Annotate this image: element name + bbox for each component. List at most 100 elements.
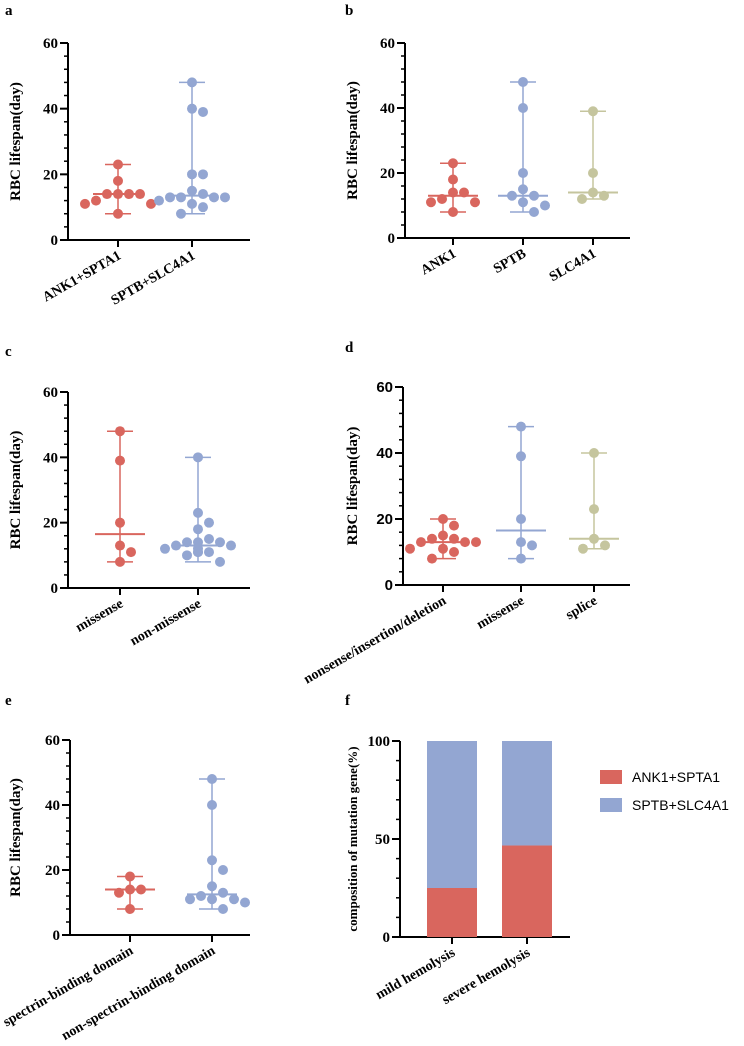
data-point bbox=[113, 175, 123, 186]
legend-label: ANK1+SPTA1 bbox=[632, 769, 720, 785]
data-point bbox=[154, 195, 164, 206]
panel-e: e 0 20 40 60 RBC lifespan(day) spectrin-bindin… bbox=[1, 693, 250, 1044]
y-tick-label: 0 bbox=[383, 930, 391, 946]
data-point bbox=[115, 455, 125, 466]
data-point bbox=[516, 451, 526, 462]
x-tick-label: nonsense/insertion/deletion bbox=[301, 593, 449, 687]
data-point bbox=[599, 190, 609, 201]
data-point bbox=[588, 168, 598, 178]
y-axis-title: RBC lifespan(day) bbox=[8, 431, 24, 550]
y-tick-label: 20 bbox=[380, 166, 395, 182]
data-point bbox=[207, 800, 217, 810]
data-point bbox=[449, 547, 459, 557]
series-spectrin-binding domain bbox=[105, 871, 155, 914]
y-axis-title: RBC lifespan(day) bbox=[345, 427, 361, 546]
bar-segment bbox=[427, 888, 477, 937]
data-point bbox=[226, 540, 236, 551]
series-SPTB+SLC4A1 bbox=[154, 77, 230, 219]
panel-label: a bbox=[5, 3, 13, 19]
data-point bbox=[187, 185, 197, 196]
data-point bbox=[518, 184, 528, 195]
y-axis-title: RBC lifespan(day) bbox=[8, 82, 24, 201]
x-tick-label: SPTB+SLC4A1 bbox=[109, 248, 198, 308]
y-tick-label: 40 bbox=[43, 102, 58, 118]
data-point bbox=[114, 887, 124, 898]
series-SPTB bbox=[498, 77, 550, 217]
data-point bbox=[207, 894, 217, 905]
data-point bbox=[529, 190, 539, 201]
data-point bbox=[449, 520, 459, 531]
data-point bbox=[171, 540, 181, 551]
y-tick-label: 0 bbox=[53, 928, 61, 944]
y-tick-label: 40 bbox=[376, 445, 393, 462]
data-point bbox=[516, 514, 526, 524]
data-point bbox=[240, 897, 250, 908]
data-point bbox=[204, 547, 214, 558]
data-point bbox=[437, 194, 447, 204]
y-axis-title: RBC lifespan(day) bbox=[8, 778, 24, 897]
data-point bbox=[448, 174, 458, 185]
data-point bbox=[471, 537, 481, 548]
series-splice bbox=[569, 448, 619, 554]
data-point bbox=[470, 197, 480, 208]
series-non-missense bbox=[160, 452, 236, 567]
x-tick-label: non-spectrin-binding domain bbox=[59, 943, 218, 1043]
data-point bbox=[518, 77, 528, 87]
data-point bbox=[459, 187, 469, 198]
data-point bbox=[438, 530, 448, 541]
data-point bbox=[426, 197, 436, 208]
data-point bbox=[516, 553, 526, 564]
data-point bbox=[187, 103, 197, 114]
data-point bbox=[207, 855, 217, 866]
data-point bbox=[427, 533, 437, 544]
data-point bbox=[135, 189, 145, 200]
y-tick-label: 60 bbox=[380, 36, 395, 52]
series-ANK1+SPTA1 bbox=[80, 159, 156, 219]
data-point bbox=[113, 189, 123, 200]
x-tick-label: splice bbox=[564, 593, 600, 623]
data-point bbox=[146, 198, 156, 209]
x-tick-label: non-missense bbox=[128, 596, 204, 649]
data-point bbox=[209, 192, 219, 203]
data-point bbox=[578, 543, 588, 554]
x-tick-label: SLC4A1 bbox=[547, 246, 599, 285]
data-point bbox=[518, 168, 528, 178]
y-tick-label: 60 bbox=[43, 36, 58, 52]
panel-c: c 0 20 40 60 RBC lifespan(day) missense non-mis… bbox=[5, 344, 250, 649]
data-point bbox=[589, 533, 599, 544]
y-tick-label: 60 bbox=[376, 379, 393, 396]
data-point bbox=[218, 887, 228, 898]
data-point bbox=[193, 524, 203, 535]
data-point bbox=[229, 894, 239, 905]
data-point bbox=[113, 208, 123, 219]
legend-swatch bbox=[600, 770, 622, 784]
data-point bbox=[527, 540, 537, 551]
legend-swatch bbox=[600, 798, 622, 812]
data-point bbox=[125, 904, 135, 914]
series-non-spectrin-binding domain bbox=[185, 774, 250, 914]
panel-label: b bbox=[345, 3, 353, 19]
data-point bbox=[160, 543, 170, 554]
data-point bbox=[218, 865, 228, 875]
data-point bbox=[588, 106, 598, 117]
y-tick-label: 20 bbox=[43, 167, 58, 183]
data-point bbox=[516, 537, 526, 548]
data-point bbox=[220, 192, 230, 203]
y-tick-label: 0 bbox=[385, 577, 393, 594]
data-point bbox=[405, 543, 415, 554]
data-point bbox=[529, 207, 539, 217]
data-point bbox=[448, 187, 458, 198]
legend-label: SPTB+SLC4A1 bbox=[632, 797, 729, 813]
data-point bbox=[113, 159, 123, 170]
data-point bbox=[204, 534, 214, 544]
data-point bbox=[176, 192, 186, 203]
data-point bbox=[460, 537, 470, 548]
bar-segment bbox=[502, 845, 552, 937]
data-point bbox=[165, 192, 175, 203]
data-point bbox=[518, 103, 528, 113]
y-axis-title: composition of mutation gene(%) bbox=[345, 746, 360, 931]
data-point bbox=[124, 189, 134, 200]
data-point bbox=[80, 198, 90, 209]
